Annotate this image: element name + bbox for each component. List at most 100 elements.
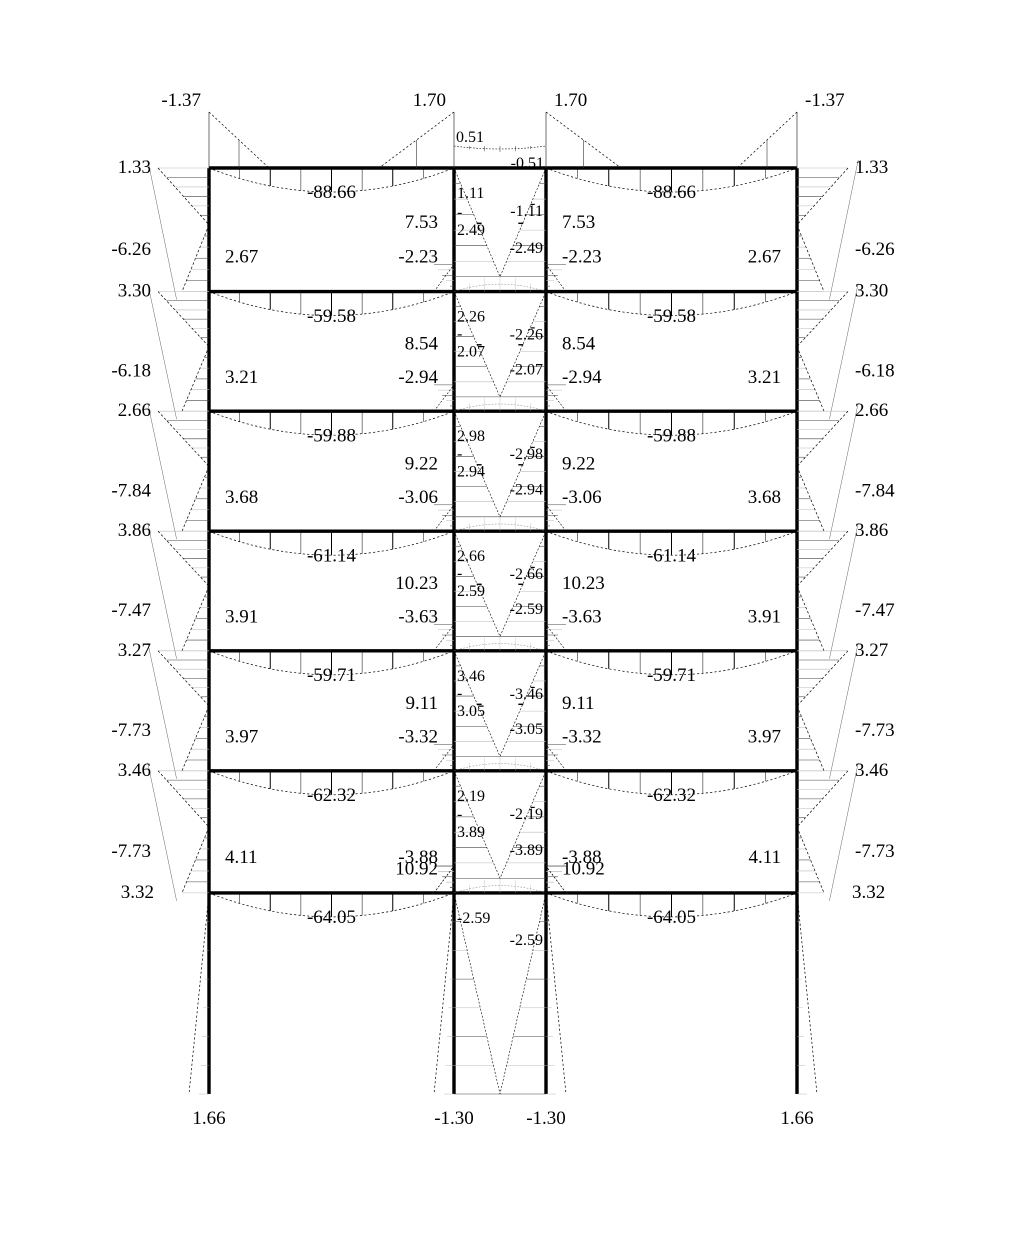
svg-text:3.32: 3.32 [852, 882, 885, 903]
svg-text:2.66: 2.66 [855, 400, 888, 421]
svg-text:3.05: 3.05 [457, 703, 485, 720]
svg-text:-: - [457, 204, 462, 221]
svg-text:4.11: 4.11 [748, 847, 781, 868]
svg-text:9.11: 9.11 [405, 693, 438, 714]
svg-text:-61.14: -61.14 [647, 545, 697, 566]
svg-text:1.33: 1.33 [855, 157, 888, 178]
svg-text:-3.32: -3.32 [398, 727, 438, 748]
svg-text:-7.84: -7.84 [855, 480, 895, 501]
svg-text:-3.63: -3.63 [398, 607, 438, 628]
svg-text:-2.59: -2.59 [457, 910, 490, 927]
svg-text:-7.47: -7.47 [855, 600, 895, 621]
svg-text:-3.46: -3.46 [510, 686, 543, 703]
svg-text:3.21: 3.21 [748, 367, 781, 388]
svg-text:-7.84: -7.84 [111, 480, 151, 501]
svg-text:9.11: 9.11 [562, 693, 595, 714]
svg-text:-2.23: -2.23 [562, 247, 602, 268]
svg-text:-6.18: -6.18 [111, 361, 151, 382]
svg-text:2.26: 2.26 [457, 309, 485, 326]
svg-text:0.51: 0.51 [456, 129, 484, 146]
svg-text:2.19: 2.19 [457, 788, 485, 805]
svg-text:3.86: 3.86 [118, 520, 151, 541]
svg-text:-62.32: -62.32 [647, 785, 696, 806]
svg-text:-6.18: -6.18 [855, 361, 895, 382]
svg-text:3.32: 3.32 [121, 882, 154, 903]
svg-text:-59.58: -59.58 [307, 306, 356, 327]
svg-text:2.98: 2.98 [457, 428, 485, 445]
svg-text:-: - [457, 565, 462, 582]
svg-text:-64.05: -64.05 [647, 907, 696, 928]
svg-text:-59.71: -59.71 [307, 665, 356, 686]
svg-text:-: - [457, 806, 462, 823]
svg-text:7.53: 7.53 [405, 212, 438, 233]
svg-text:-3.32: -3.32 [562, 727, 602, 748]
svg-text:10.23: 10.23 [395, 573, 438, 594]
svg-text:3.46: 3.46 [855, 760, 888, 781]
svg-text:3.68: 3.68 [748, 487, 781, 508]
svg-text:2.59: 2.59 [457, 583, 485, 600]
svg-text:-2.19: -2.19 [510, 806, 543, 823]
svg-text:-7.47: -7.47 [111, 600, 151, 621]
svg-text:3.46: 3.46 [457, 668, 485, 685]
svg-text:8.54: 8.54 [562, 334, 596, 355]
svg-text:-6.26: -6.26 [855, 239, 895, 260]
svg-text:-2.59: -2.59 [510, 601, 543, 618]
svg-text:7.53: 7.53 [562, 212, 595, 233]
svg-text:-: - [457, 685, 462, 702]
svg-text:-7.73: -7.73 [855, 841, 895, 862]
svg-text:3.91: 3.91 [748, 607, 781, 628]
svg-text:-2.94: -2.94 [562, 367, 602, 388]
svg-text:3.97: 3.97 [225, 727, 258, 748]
svg-text:1.33: 1.33 [118, 157, 151, 178]
svg-text:3.91: 3.91 [225, 607, 258, 628]
svg-text:-61.14: -61.14 [307, 545, 357, 566]
svg-text:2.66: 2.66 [457, 548, 485, 565]
svg-text:-: - [457, 326, 462, 343]
svg-text:3.30: 3.30 [855, 281, 888, 302]
svg-text:9.22: 9.22 [405, 453, 438, 474]
svg-text:-2.94: -2.94 [398, 367, 438, 388]
svg-text:3.68: 3.68 [225, 487, 258, 508]
svg-text:-7.73: -7.73 [111, 841, 151, 862]
svg-text:-1.37: -1.37 [161, 90, 201, 111]
svg-text:-62.32: -62.32 [307, 785, 356, 806]
svg-text:3.30: 3.30 [118, 281, 151, 302]
svg-text:1.66: 1.66 [192, 1108, 225, 1129]
svg-text:-88.66: -88.66 [647, 182, 696, 203]
svg-text:-64.05: -64.05 [307, 907, 356, 928]
svg-text:-0.51: -0.51 [511, 155, 544, 172]
svg-text:-2.59: -2.59 [510, 932, 543, 949]
svg-text:-: - [457, 445, 462, 462]
svg-text:3.27: 3.27 [118, 640, 151, 661]
svg-text:1.11: 1.11 [457, 185, 484, 202]
svg-text:-3.05: -3.05 [510, 721, 543, 738]
svg-text:3.97: 3.97 [748, 727, 781, 748]
svg-text:3.21: 3.21 [225, 367, 258, 388]
svg-text:-3.63: -3.63 [562, 607, 602, 628]
svg-text:-3.88: -3.88 [398, 847, 438, 868]
svg-text:-2.66: -2.66 [510, 566, 543, 583]
svg-text:-2.94: -2.94 [510, 481, 543, 498]
svg-text:2.66: 2.66 [118, 400, 151, 421]
svg-text:-3.06: -3.06 [398, 487, 438, 508]
svg-text:-59.71: -59.71 [647, 665, 696, 686]
svg-text:-2.26: -2.26 [510, 327, 543, 344]
svg-text:-59.88: -59.88 [307, 425, 356, 446]
svg-text:-3.06: -3.06 [562, 487, 602, 508]
svg-text:-7.73: -7.73 [855, 720, 895, 741]
svg-text:-6.26: -6.26 [111, 239, 151, 260]
svg-text:-3.89: -3.89 [510, 842, 543, 859]
svg-text:-3.88: -3.88 [562, 847, 602, 868]
svg-text:9.22: 9.22 [562, 453, 595, 474]
svg-text:3.46: 3.46 [118, 760, 151, 781]
svg-text:-2.07: -2.07 [510, 362, 543, 379]
svg-text:2.94: 2.94 [457, 463, 485, 480]
svg-text:-1.37: -1.37 [805, 90, 845, 111]
svg-text:-7.73: -7.73 [111, 720, 151, 741]
svg-text:10.23: 10.23 [562, 573, 605, 594]
svg-text:-1.30: -1.30 [526, 1108, 566, 1129]
svg-text:-2.49: -2.49 [510, 240, 543, 257]
svg-text:1.70: 1.70 [554, 90, 587, 111]
svg-text:1.70: 1.70 [413, 90, 446, 111]
svg-text:-1.11: -1.11 [510, 203, 543, 220]
